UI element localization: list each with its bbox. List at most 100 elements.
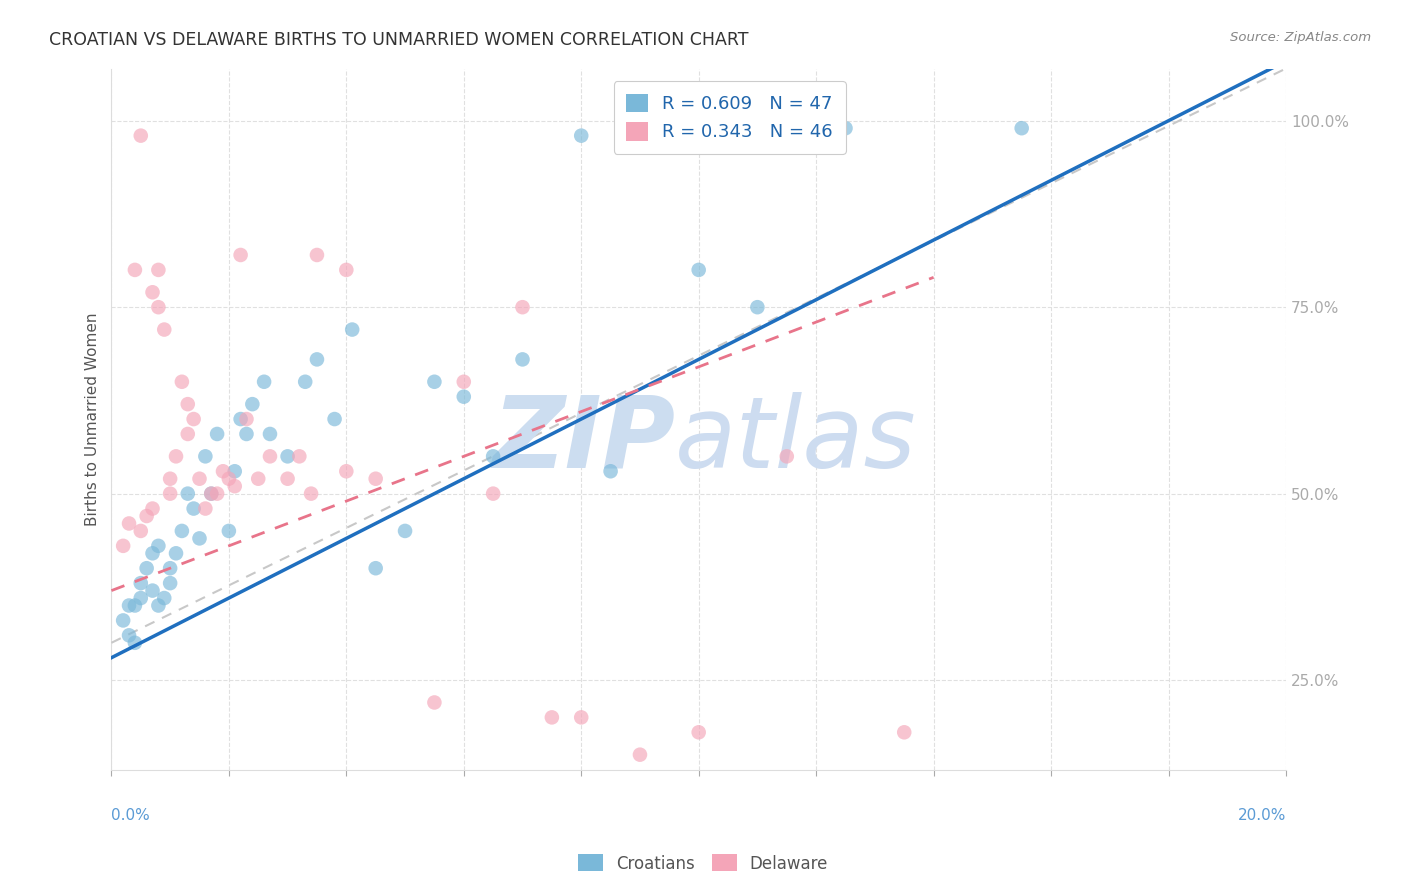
Point bbox=[188, 532, 211, 546]
Point bbox=[200, 486, 222, 500]
Point bbox=[259, 450, 281, 464]
Point bbox=[148, 300, 170, 314]
Point bbox=[129, 524, 152, 538]
Point bbox=[512, 300, 534, 314]
Point bbox=[323, 412, 346, 426]
Point bbox=[218, 524, 240, 538]
Point bbox=[482, 486, 505, 500]
Point bbox=[224, 464, 246, 478]
Point bbox=[453, 375, 475, 389]
Point bbox=[893, 725, 915, 739]
Point bbox=[183, 501, 205, 516]
Point bbox=[124, 263, 146, 277]
Point bbox=[205, 427, 228, 442]
Point bbox=[218, 472, 240, 486]
Point bbox=[247, 472, 270, 486]
Point bbox=[177, 397, 200, 411]
Point bbox=[299, 486, 322, 500]
Point bbox=[177, 486, 200, 500]
Point bbox=[235, 412, 257, 426]
Point bbox=[148, 599, 170, 613]
Point bbox=[159, 472, 181, 486]
Point bbox=[364, 472, 387, 486]
Point bbox=[569, 710, 592, 724]
Point bbox=[453, 390, 475, 404]
Point bbox=[118, 628, 141, 642]
Point bbox=[170, 375, 193, 389]
Point bbox=[177, 427, 200, 442]
Point bbox=[628, 747, 651, 762]
Point bbox=[118, 599, 141, 613]
Point bbox=[148, 539, 170, 553]
Point bbox=[259, 427, 281, 442]
Point bbox=[599, 464, 621, 478]
Point bbox=[482, 450, 505, 464]
Point bbox=[141, 546, 163, 560]
Point bbox=[305, 248, 328, 262]
Point bbox=[229, 412, 252, 426]
Point bbox=[148, 263, 170, 277]
Point bbox=[688, 725, 710, 739]
Point bbox=[112, 539, 135, 553]
Point bbox=[541, 710, 564, 724]
Text: atlas: atlas bbox=[675, 392, 917, 489]
Point bbox=[288, 450, 311, 464]
Point bbox=[129, 576, 152, 591]
Point bbox=[118, 516, 141, 531]
Point bbox=[141, 285, 163, 300]
Point bbox=[335, 263, 357, 277]
Point bbox=[129, 591, 152, 605]
Point bbox=[340, 322, 363, 336]
Point bbox=[834, 121, 856, 136]
Point bbox=[200, 486, 222, 500]
Point bbox=[394, 524, 416, 538]
Point bbox=[165, 450, 187, 464]
Text: 0.0%: 0.0% bbox=[111, 808, 150, 823]
Point bbox=[294, 375, 316, 389]
Y-axis label: Births to Unmarried Women: Births to Unmarried Women bbox=[86, 312, 100, 525]
Point bbox=[423, 375, 446, 389]
Point bbox=[129, 128, 152, 143]
Point bbox=[194, 501, 217, 516]
Point bbox=[1011, 121, 1033, 136]
Point bbox=[112, 614, 135, 628]
Point bbox=[170, 524, 193, 538]
Point bbox=[159, 576, 181, 591]
Point bbox=[229, 248, 252, 262]
Legend: R = 0.609   N = 47, R = 0.343   N = 46: R = 0.609 N = 47, R = 0.343 N = 46 bbox=[614, 81, 846, 154]
Point bbox=[194, 450, 217, 464]
Point bbox=[205, 486, 228, 500]
Point bbox=[235, 427, 257, 442]
Point bbox=[141, 501, 163, 516]
Text: 20.0%: 20.0% bbox=[1237, 808, 1286, 823]
Point bbox=[165, 546, 187, 560]
Point bbox=[776, 450, 799, 464]
Text: CROATIAN VS DELAWARE BIRTHS TO UNMARRIED WOMEN CORRELATION CHART: CROATIAN VS DELAWARE BIRTHS TO UNMARRIED… bbox=[49, 31, 749, 49]
Point bbox=[153, 591, 176, 605]
Point bbox=[240, 397, 263, 411]
Point bbox=[335, 464, 357, 478]
Point bbox=[688, 263, 710, 277]
Point bbox=[124, 599, 146, 613]
Point bbox=[153, 322, 176, 336]
Point bbox=[159, 561, 181, 575]
Point bbox=[253, 375, 276, 389]
Point bbox=[569, 128, 592, 143]
Point bbox=[141, 583, 163, 598]
Point bbox=[305, 352, 328, 367]
Point bbox=[277, 472, 299, 486]
Text: Source: ZipAtlas.com: Source: ZipAtlas.com bbox=[1230, 31, 1371, 45]
Point bbox=[747, 300, 769, 314]
Point bbox=[212, 464, 235, 478]
Point bbox=[188, 472, 211, 486]
Point bbox=[124, 636, 146, 650]
Point bbox=[135, 561, 157, 575]
Point bbox=[423, 696, 446, 710]
Point bbox=[224, 479, 246, 493]
Point bbox=[159, 486, 181, 500]
Point bbox=[364, 561, 387, 575]
Point bbox=[183, 412, 205, 426]
Legend: Croatians, Delaware: Croatians, Delaware bbox=[571, 847, 835, 880]
Text: ZIP: ZIP bbox=[492, 392, 675, 489]
Point bbox=[135, 508, 157, 523]
